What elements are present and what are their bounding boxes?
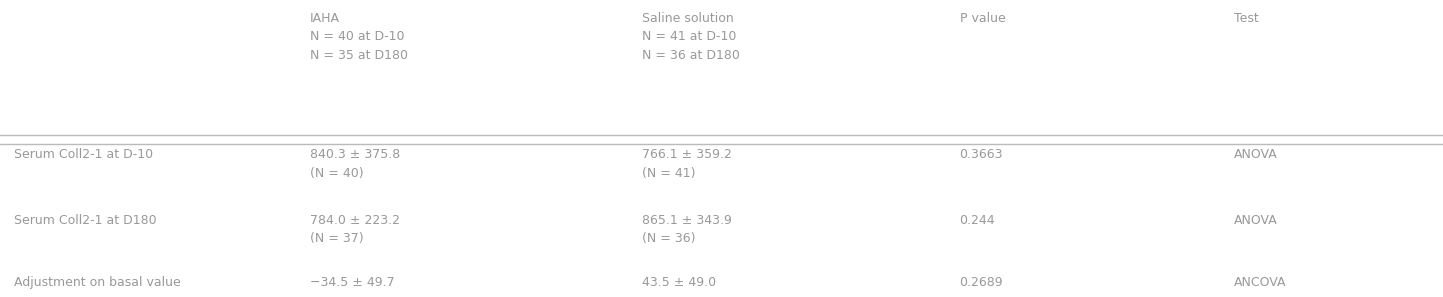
Text: ANOVA: ANOVA (1234, 214, 1277, 227)
Text: −34.5 ± 49.7: −34.5 ± 49.7 (310, 276, 395, 289)
Text: 865.1 ± 343.9
(N = 36): 865.1 ± 343.9 (N = 36) (642, 214, 732, 245)
Text: ANOVA: ANOVA (1234, 148, 1277, 162)
Text: Test: Test (1234, 12, 1258, 25)
Text: ANCOVA: ANCOVA (1234, 276, 1286, 289)
Text: Serum Coll2-1 at D180: Serum Coll2-1 at D180 (14, 214, 157, 227)
Text: 766.1 ± 359.2
(N = 41): 766.1 ± 359.2 (N = 41) (642, 148, 732, 180)
Text: 43.5 ± 49.0: 43.5 ± 49.0 (642, 276, 716, 289)
Text: P value: P value (960, 12, 1006, 25)
Text: 0.3663: 0.3663 (960, 148, 1003, 162)
Text: IAHA
N = 40 at D-10
N = 35 at D180: IAHA N = 40 at D-10 N = 35 at D180 (310, 12, 408, 62)
Text: 784.0 ± 223.2
(N = 37): 784.0 ± 223.2 (N = 37) (310, 214, 400, 245)
Text: Saline solution
N = 41 at D-10
N = 36 at D180: Saline solution N = 41 at D-10 N = 36 at… (642, 12, 740, 62)
Text: 840.3 ± 375.8
(N = 40): 840.3 ± 375.8 (N = 40) (310, 148, 401, 180)
Text: 0.244: 0.244 (960, 214, 996, 227)
Text: Adjustment on basal value: Adjustment on basal value (14, 276, 182, 289)
Text: 0.2689: 0.2689 (960, 276, 1003, 289)
Text: Serum Coll2-1 at D-10: Serum Coll2-1 at D-10 (14, 148, 153, 162)
